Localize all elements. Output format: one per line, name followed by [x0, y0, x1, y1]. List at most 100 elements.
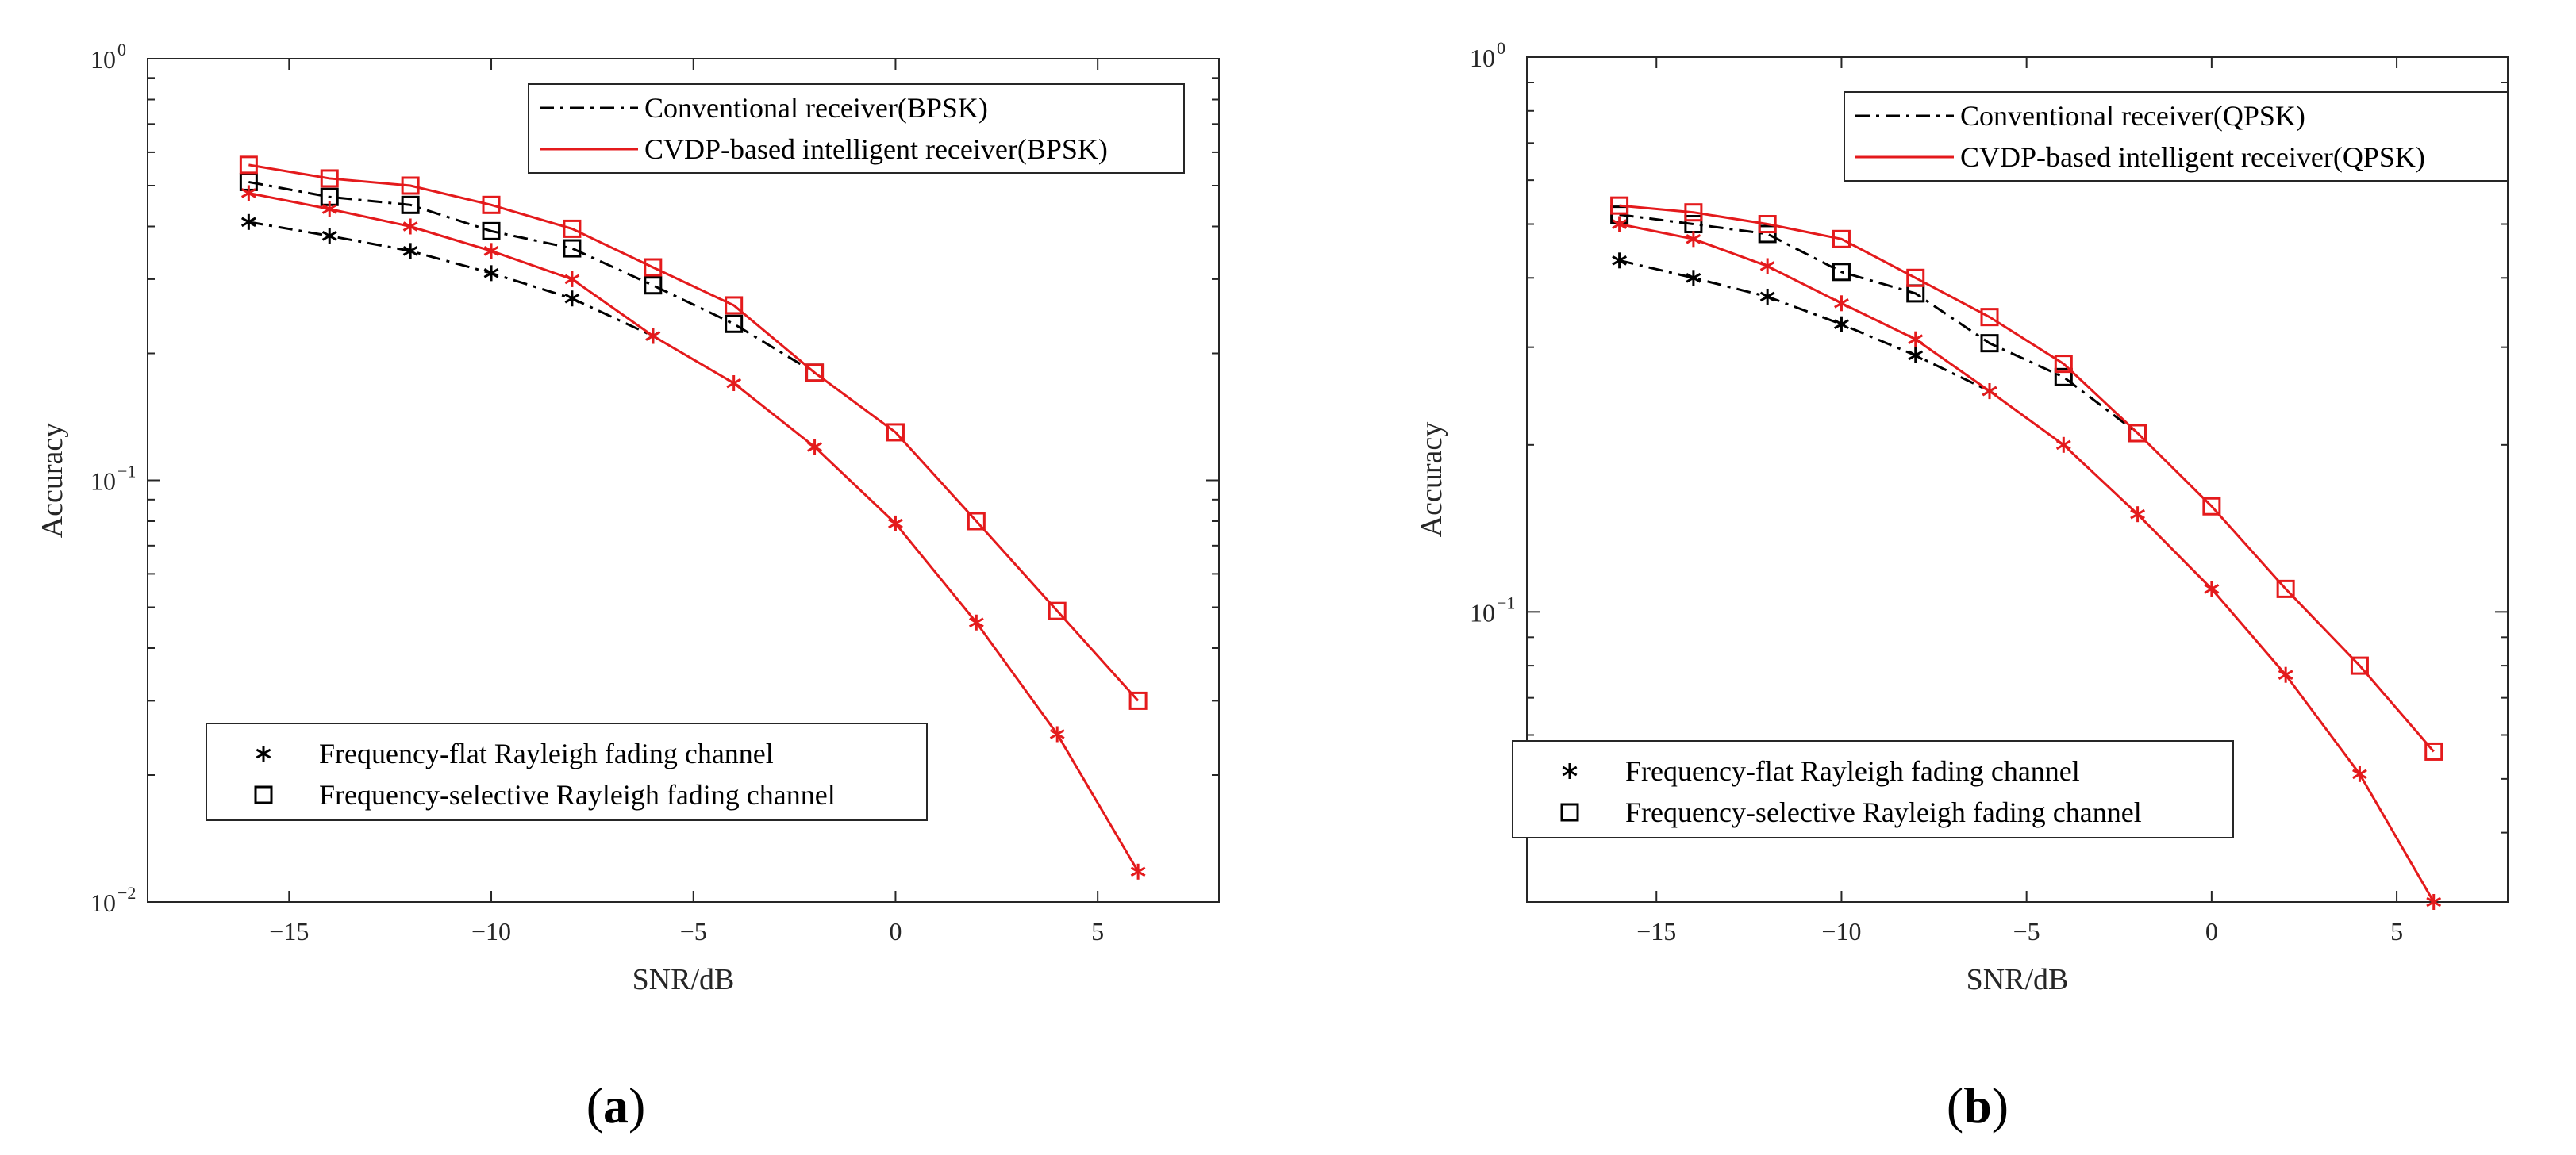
series-4 [239, 155, 1148, 710]
svg-text:−2: −2 [117, 883, 136, 903]
data-point [725, 296, 744, 315]
y-axis-label: Accuracy [36, 423, 69, 539]
chart-panel-b: −15 −10 −5 0 510 010 −1SNR/dBAccuracyConventio… [1415, 38, 2509, 1134]
data-point [1834, 316, 1849, 332]
data-point [1048, 601, 1067, 620]
svg-text:10: 10 [90, 888, 116, 917]
legend-receivers: Conventional receiver(QPSK) CVDP-based in… [1844, 91, 2509, 182]
data-point [320, 169, 339, 188]
x-tick-label: −15 [1636, 917, 1676, 946]
y-tick-label: 10 −1 [1470, 593, 1515, 627]
y-tick-label: 10 0 [1470, 38, 1505, 72]
data-point [239, 155, 258, 175]
y-axis-label: Accuracy [1415, 422, 1448, 538]
data-point [1686, 231, 1701, 248]
data-point [1906, 268, 1925, 287]
svg-text:0: 0 [117, 40, 126, 59]
data-point [2130, 506, 2145, 523]
y-tick-label: 10 −2 [90, 883, 136, 917]
x-tick-label: −5 [2013, 917, 2040, 946]
x-tick-label: −15 [269, 917, 309, 946]
data-point [886, 423, 905, 442]
data-point [482, 195, 501, 214]
data-point [2276, 579, 2295, 598]
series-line [1619, 204, 2435, 753]
data-point [2350, 656, 2369, 675]
series-line [1619, 259, 1990, 393]
x-tick-label: 5 [1091, 917, 1104, 946]
data-point [2424, 742, 2443, 761]
data-point [1832, 229, 1851, 248]
series-line [248, 221, 654, 337]
data-point [1908, 347, 1924, 363]
data-point [1759, 288, 1775, 305]
data-point [1130, 863, 1146, 880]
legend-label: Frequency-selective Rayleigh fading chan… [1625, 796, 2142, 828]
data-point [1908, 331, 1924, 347]
data-point [240, 213, 256, 230]
data-point [1758, 224, 1777, 244]
svg-text:10: 10 [90, 45, 116, 74]
data-point [726, 375, 742, 392]
data-point [805, 363, 825, 382]
data-point [2055, 436, 2071, 453]
data-point [563, 239, 582, 258]
data-point [401, 176, 420, 195]
legend-label: Frequency-flat Rayleigh fading channel [319, 738, 774, 769]
svg-text:10: 10 [1470, 44, 1495, 72]
data-point [2204, 581, 2220, 597]
legend-channels: Frequency-flat Rayleigh fading channel Fr… [206, 723, 928, 821]
series-line [248, 163, 1140, 702]
data-point [1686, 270, 1701, 286]
data-point [2128, 424, 2147, 443]
data-point [2352, 766, 2367, 782]
data-point [807, 439, 822, 455]
x-tick-label: 5 [2390, 917, 2403, 946]
data-point [2054, 355, 2073, 374]
data-point [645, 328, 661, 344]
data-point [321, 228, 337, 244]
series-3 [240, 185, 1146, 880]
data-point [483, 243, 499, 259]
data-point [2054, 367, 2073, 386]
data-point [2278, 666, 2293, 683]
svg-text:10: 10 [1470, 598, 1495, 627]
data-point [1612, 216, 1628, 232]
data-point [967, 512, 986, 531]
data-point [888, 515, 903, 531]
data-point [483, 265, 499, 282]
data-point [1982, 383, 1997, 400]
svg-text:−1: −1 [117, 462, 136, 482]
data-point [1684, 203, 1703, 222]
data-point [402, 243, 418, 259]
series-line [248, 191, 1140, 873]
x-tick-label: 0 [2205, 917, 2218, 946]
data-point [725, 314, 744, 333]
x-tick-label: −10 [471, 917, 511, 946]
x-axis-label: SNR/dB [632, 963, 735, 996]
data-point [563, 219, 582, 238]
legend-marker-asterisk [256, 746, 271, 762]
data-point [1980, 334, 1999, 353]
svg-text:10: 10 [90, 467, 116, 496]
x-tick-label: 0 [889, 917, 902, 946]
data-point [1759, 258, 1775, 274]
y-tick-label: 10 0 [90, 40, 126, 74]
data-point [1834, 295, 1849, 312]
data-point [1980, 308, 1999, 327]
legend-label: CVDP-based intelligent receiver(BPSK) [644, 133, 1108, 165]
series-line [1619, 223, 2436, 903]
data-point [1610, 196, 1629, 215]
data-point [564, 271, 580, 287]
panel-caption: (a) [586, 1077, 646, 1134]
legend-label: Conventional receiver(BPSK) [644, 92, 988, 124]
data-point [2426, 894, 2442, 910]
x-tick-label: −10 [1821, 917, 1861, 946]
svg-text:−1: −1 [1497, 593, 1515, 612]
legend-receivers: Conventional receiver(BPSK) CVDP-based in… [528, 83, 1185, 174]
data-point [402, 218, 418, 235]
svg-text:0: 0 [1497, 38, 1505, 58]
data-point [1758, 215, 1777, 234]
data-point [968, 614, 984, 631]
